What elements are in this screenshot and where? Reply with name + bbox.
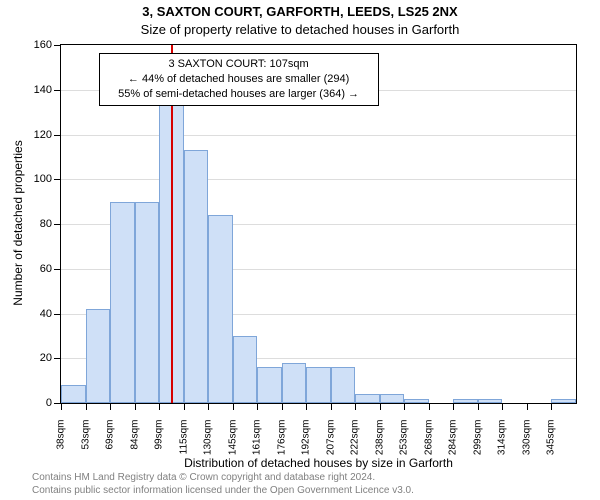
y-tick-label: 140 [26, 84, 52, 96]
plot-area: 3 SAXTON COURT: 107sqm← 44% of detached … [60, 44, 577, 404]
x-tick [527, 404, 528, 410]
x-tick-label: 299sqm [472, 420, 483, 470]
y-tick [54, 269, 60, 270]
histogram-bar [331, 367, 356, 403]
x-tick-label: 69sqm [105, 420, 116, 470]
histogram-bar [61, 385, 86, 403]
x-tick [306, 404, 307, 410]
x-tick [257, 404, 258, 410]
x-tick [551, 404, 552, 410]
histogram-bar [355, 394, 380, 403]
histogram-bar [380, 394, 405, 403]
y-tick [54, 314, 60, 315]
y-tick-label: 0 [26, 397, 52, 409]
x-tick-label: 330sqm [521, 420, 532, 470]
histogram-bar [233, 336, 258, 403]
x-tick [453, 404, 454, 410]
histogram-bar [86, 309, 111, 403]
x-tick-label: 268sqm [423, 420, 434, 470]
y-tick-label: 40 [26, 308, 52, 320]
x-tick [282, 404, 283, 410]
annotation-box: 3 SAXTON COURT: 107sqm← 44% of detached … [99, 53, 379, 106]
y-tick-label: 160 [26, 39, 52, 51]
x-tick [404, 404, 405, 410]
x-tick-label: 130sqm [203, 420, 214, 470]
y-tick [54, 358, 60, 359]
x-tick [233, 404, 234, 410]
footer-line2: Contains public sector information licen… [32, 485, 414, 496]
y-tick [54, 179, 60, 180]
x-tick [159, 404, 160, 410]
x-tick [184, 404, 185, 410]
histogram-bar [135, 202, 160, 403]
y-tick [54, 403, 60, 404]
chart-container: { "title": { "line1": "3, SAXTON COURT, … [0, 0, 600, 500]
histogram-bar [257, 367, 282, 403]
x-tick [135, 404, 136, 410]
y-tick [54, 90, 60, 91]
x-tick [502, 404, 503, 410]
chart-title-line2: Size of property relative to detached ho… [0, 22, 600, 37]
x-tick-label: 38sqm [56, 420, 67, 470]
histogram-bar [551, 399, 576, 403]
x-tick [110, 404, 111, 410]
histogram-bar [110, 202, 135, 403]
x-tick [208, 404, 209, 410]
y-tick-label: 100 [26, 173, 52, 185]
x-tick [86, 404, 87, 410]
x-tick-label: 161sqm [252, 420, 263, 470]
x-tick-label: 345sqm [546, 420, 557, 470]
plot-inner: 3 SAXTON COURT: 107sqm← 44% of detached … [61, 45, 576, 403]
x-tick-label: 253sqm [399, 420, 410, 470]
x-tick-label: 53sqm [80, 420, 91, 470]
x-tick [380, 404, 381, 410]
gridline [61, 135, 576, 136]
y-tick-label: 20 [26, 352, 52, 364]
histogram-bar [478, 399, 503, 403]
y-tick [54, 45, 60, 46]
annotation-line3: 55% of semi-detached houses are larger (… [106, 87, 372, 102]
x-tick-label: 145sqm [227, 420, 238, 470]
x-tick [355, 404, 356, 410]
x-tick-label: 222sqm [350, 420, 361, 470]
x-tick-label: 84sqm [129, 420, 140, 470]
y-tick-label: 60 [26, 263, 52, 275]
x-tick-label: 115sqm [178, 420, 189, 470]
footer-line1: Contains HM Land Registry data © Crown c… [32, 472, 375, 483]
histogram-bar [453, 399, 478, 403]
x-tick-label: 207sqm [325, 420, 336, 470]
chart-title-line1: 3, SAXTON COURT, GARFORTH, LEEDS, LS25 2… [0, 4, 600, 19]
y-axis-label: Number of detached properties [11, 123, 25, 323]
histogram-bar [404, 399, 429, 403]
x-tick [61, 404, 62, 410]
histogram-bar [282, 363, 307, 403]
y-tick-label: 80 [26, 218, 52, 230]
x-tick-label: 284sqm [448, 420, 459, 470]
x-tick-label: 192sqm [301, 420, 312, 470]
x-tick-label: 238sqm [374, 420, 385, 470]
y-tick [54, 224, 60, 225]
histogram-bar [306, 367, 331, 403]
x-tick [331, 404, 332, 410]
annotation-line1: 3 SAXTON COURT: 107sqm [106, 57, 372, 72]
annotation-line2: ← 44% of detached houses are smaller (29… [106, 72, 372, 87]
gridline [61, 179, 576, 180]
histogram-bar [184, 150, 209, 403]
y-tick [54, 135, 60, 136]
histogram-bar [208, 215, 233, 403]
x-tick-label: 99sqm [154, 420, 165, 470]
x-tick [478, 404, 479, 410]
x-tick-label: 176sqm [276, 420, 287, 470]
y-tick-label: 120 [26, 129, 52, 141]
x-tick-label: 314sqm [497, 420, 508, 470]
x-tick [429, 404, 430, 410]
